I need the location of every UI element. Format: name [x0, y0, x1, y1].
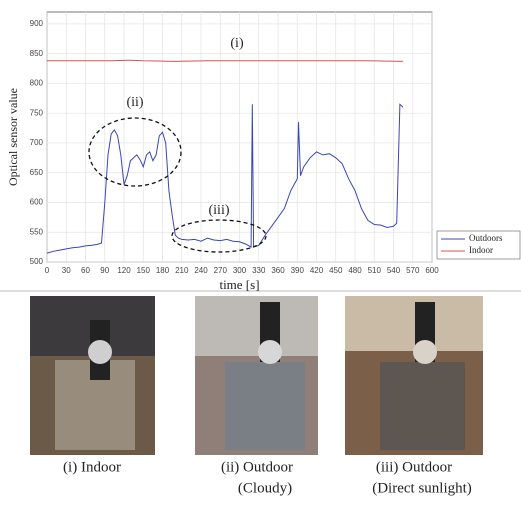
annotation: (iii): [209, 203, 230, 218]
x-axis-label: time [s]: [219, 277, 259, 292]
x-tick-label: 120: [117, 266, 131, 275]
x-tick-label: 240: [194, 266, 208, 275]
photo-caption: (i) Indoor: [63, 459, 121, 475]
x-tick-label: 390: [291, 266, 305, 275]
photo: [195, 296, 318, 455]
x-tick-label: 0: [45, 266, 50, 275]
annotation: (i): [230, 36, 244, 51]
annotation: (iii): [209, 203, 230, 218]
legend-label: Outdoors: [469, 233, 503, 243]
photo: [345, 296, 483, 455]
x-tick-label: 480: [348, 266, 362, 275]
x-tick-label: 270: [214, 266, 228, 275]
x-tick-label: 570: [406, 266, 420, 275]
x-tick-label: 180: [156, 266, 170, 275]
y-tick-label: 500: [30, 257, 44, 266]
y-tick-label: 750: [30, 108, 44, 117]
y-tick-label: 900: [30, 19, 44, 28]
photo-caption: (Direct sunlight): [372, 480, 472, 496]
y-tick-label: 800: [30, 79, 44, 88]
x-tick-label: 150: [137, 266, 151, 275]
y-tick-label: 850: [30, 49, 44, 58]
photo: [30, 296, 155, 455]
photo-caption: (Cloudy): [238, 480, 292, 496]
y-tick-label: 650: [30, 168, 44, 177]
series-line: [47, 59, 404, 62]
x-tick-label: 360: [271, 266, 285, 275]
legend: [436, 230, 521, 260]
x-tick-label: 300: [233, 266, 247, 275]
x-tick-label: 450: [329, 266, 343, 275]
x-tick-label: 420: [310, 266, 324, 275]
annotation-ellipse: [88, 117, 182, 187]
y-tick-label: 600: [30, 198, 44, 207]
x-tick-label: 510: [368, 266, 382, 275]
x-tick-label: 30: [62, 266, 71, 275]
x-tick-label: 330: [252, 266, 266, 275]
annotation: (i): [230, 36, 244, 51]
photo-caption: (iii) Outdoor: [376, 459, 452, 475]
x-tick-label: 210: [175, 266, 189, 275]
x-tick-label: 90: [100, 266, 109, 275]
y-tick-label: 700: [30, 138, 44, 147]
y-tick-label: 550: [30, 227, 44, 236]
annotation: (ii): [126, 95, 143, 110]
annotation-ellipse: [171, 219, 267, 253]
series-line: [46, 103, 404, 254]
annotation: (ii): [126, 95, 143, 110]
x-tick-label: 600: [425, 266, 439, 275]
legend-label: Indoor: [469, 245, 493, 255]
x-tick-label: 540: [387, 266, 401, 275]
x-tick-label: 60: [81, 266, 90, 275]
photo-caption: (ii) Outdoor: [221, 459, 293, 475]
y-axis-label: Optical sensor value: [6, 88, 20, 186]
